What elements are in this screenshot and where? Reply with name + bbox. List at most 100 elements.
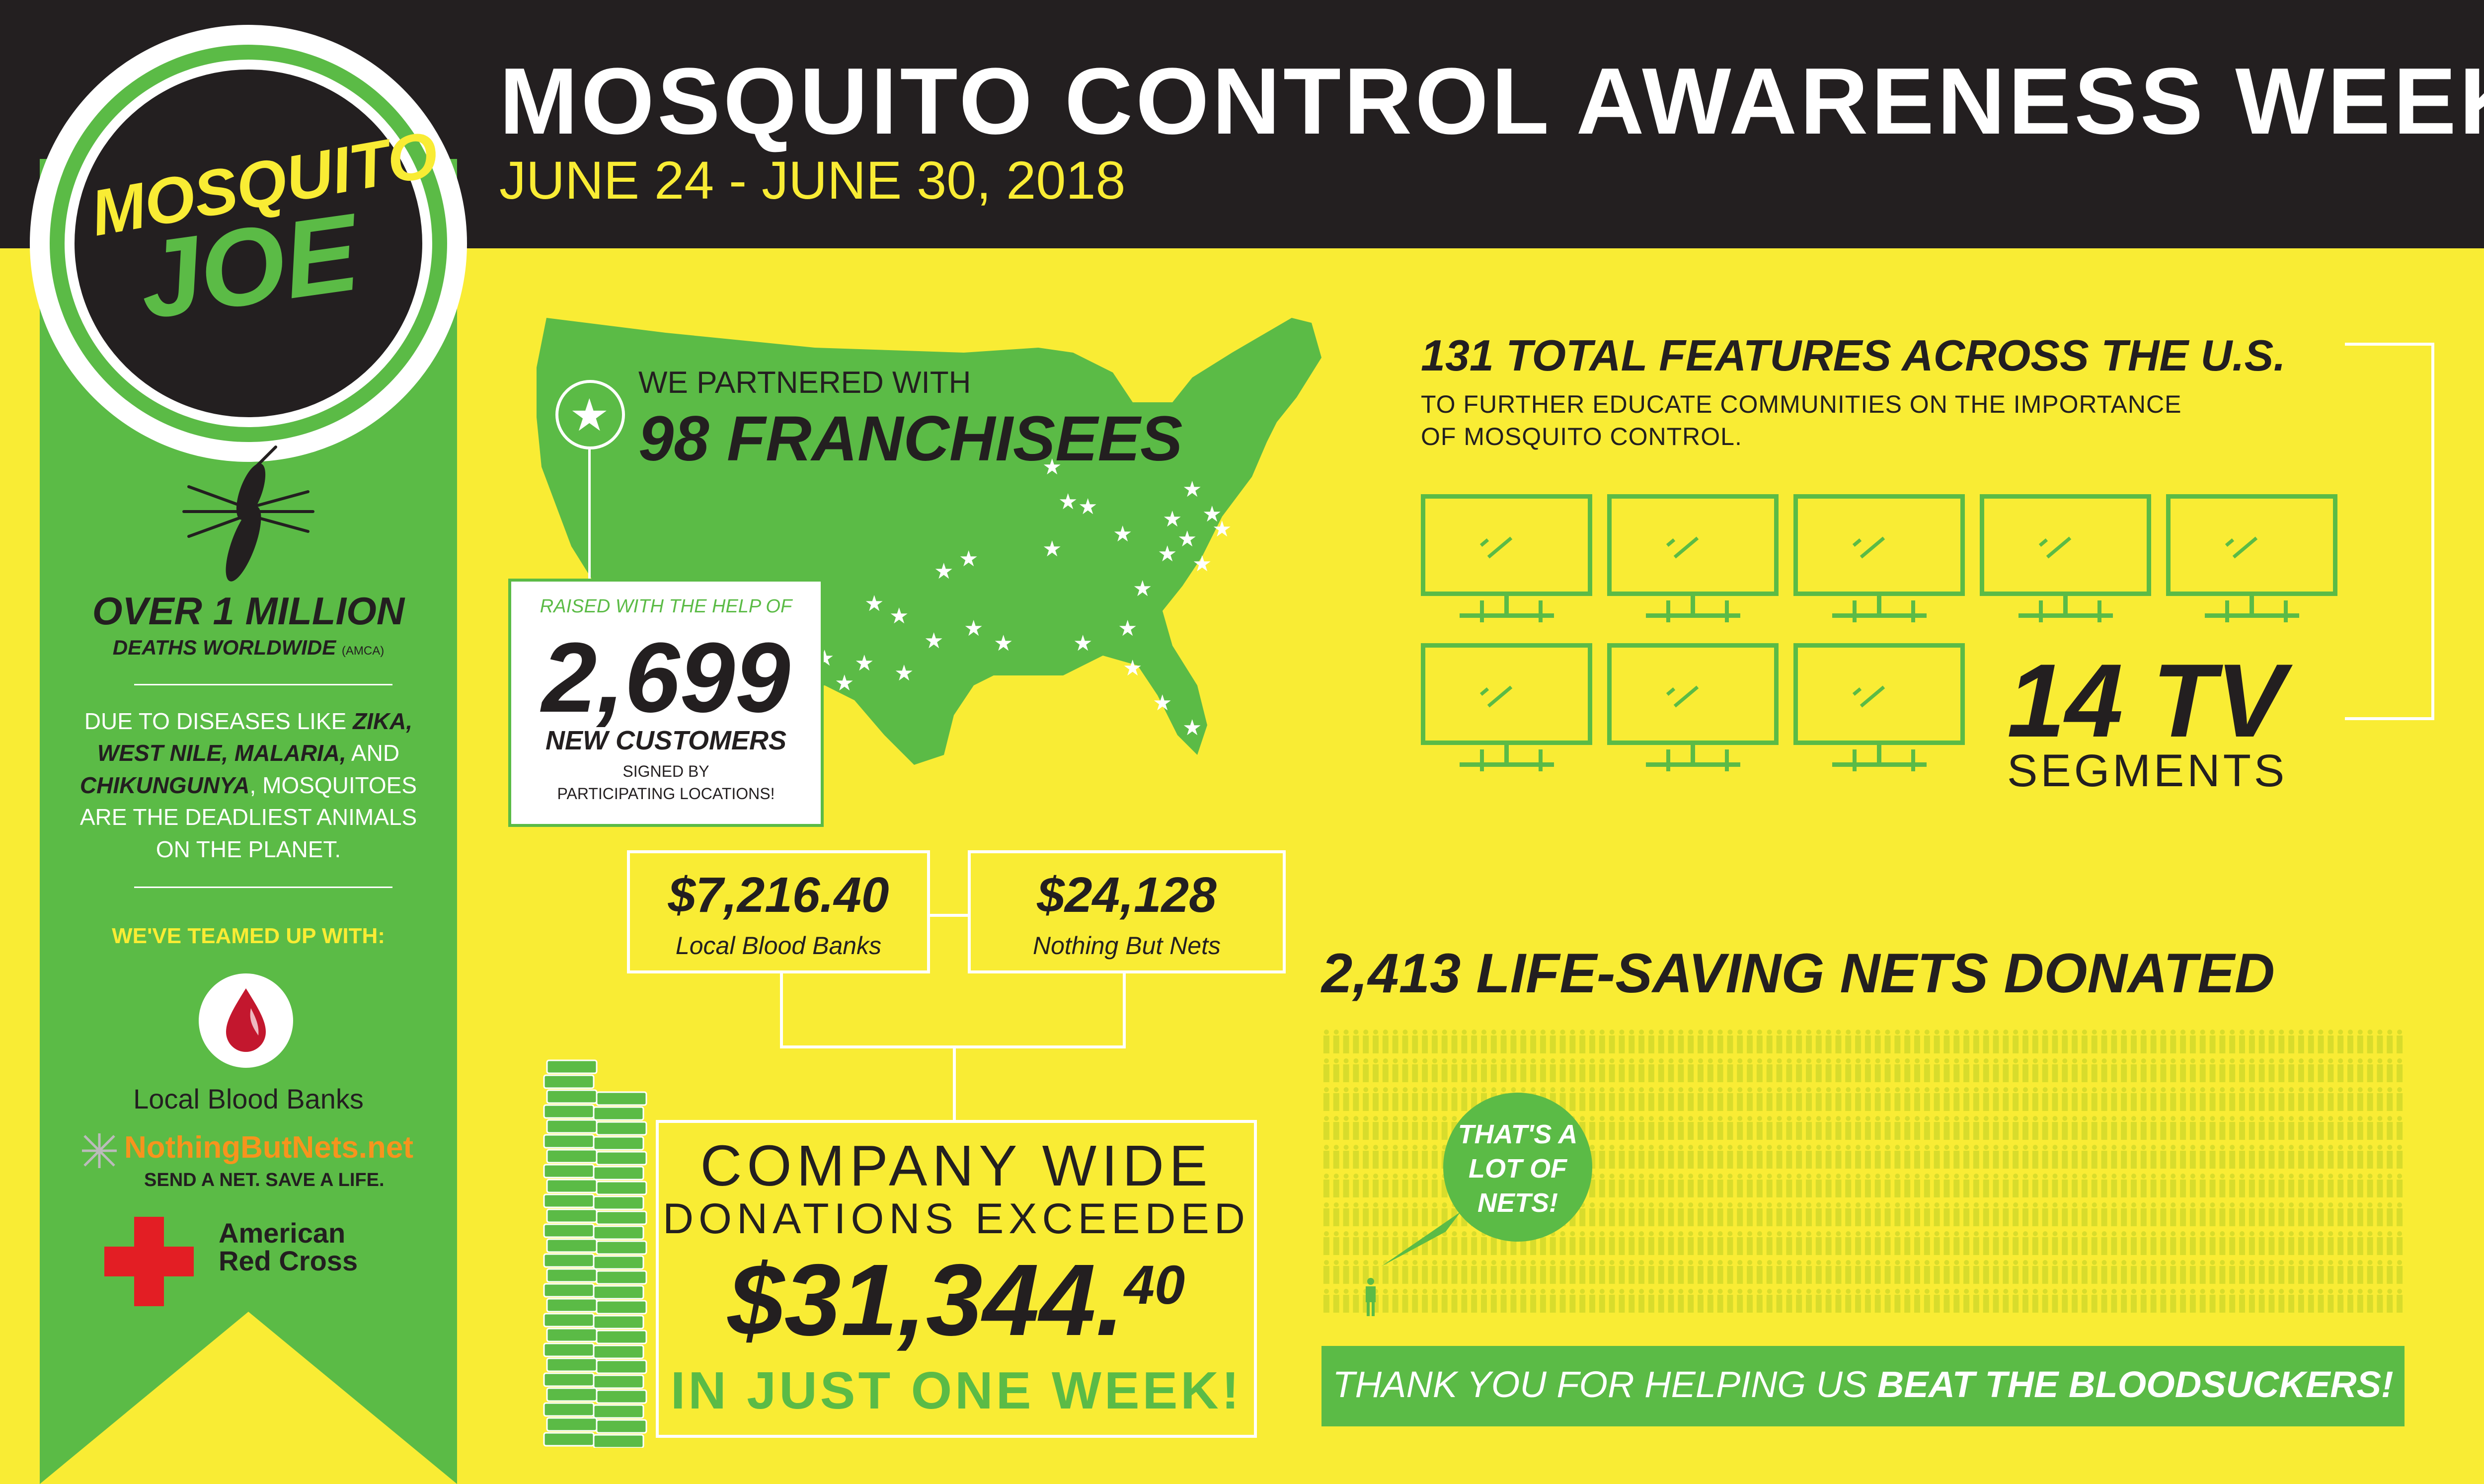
person-figure (1698, 1058, 1704, 1082)
person-figure (2032, 1145, 2038, 1169)
person-figure (2180, 1174, 2186, 1197)
person-figure (2160, 1030, 2167, 1053)
person-figure (2308, 1030, 2314, 1053)
person-figure (2209, 1289, 2216, 1313)
person-figure (1864, 1289, 1871, 1313)
person-figure (2318, 1116, 2324, 1140)
speech-bubble (1443, 1093, 1592, 1242)
person-figure (2111, 1289, 2117, 1313)
person-figure (2239, 1030, 2245, 1053)
person-figure (2347, 1145, 2353, 1169)
person-figure (1786, 1174, 1792, 1197)
person-figure (1461, 1289, 1468, 1313)
person-figure (1589, 1087, 1595, 1111)
person-figure (1392, 1202, 1398, 1226)
person-figure (2062, 1231, 2068, 1255)
person-figure (2081, 1231, 2088, 1255)
person-figure (1934, 1202, 1940, 1226)
person-figure (1609, 1202, 1615, 1226)
person-figure (1747, 1116, 1753, 1140)
person-figure (1835, 1289, 1842, 1313)
person-figure (2062, 1289, 2068, 1313)
person-figure (1599, 1087, 1605, 1111)
person-figure (2081, 1174, 2088, 1197)
person-figure (1747, 1145, 1753, 1169)
person-figure (1717, 1260, 1723, 1284)
person-figure (2150, 1202, 2157, 1226)
person-figure (1973, 1116, 1979, 1140)
person-figure (1678, 1116, 1684, 1140)
person-figure (1629, 1116, 1635, 1140)
person-figure (1638, 1087, 1645, 1111)
person-figure (2318, 1260, 2324, 1284)
person-figure (2062, 1174, 2068, 1197)
person-figure (2347, 1174, 2353, 1197)
person-figure (2003, 1260, 2009, 1284)
person-figure (1855, 1087, 1862, 1111)
person-figure (1579, 1289, 1586, 1313)
person-figure (1559, 1231, 1566, 1255)
person-figure (2140, 1174, 2147, 1197)
person-figure (1717, 1289, 1723, 1313)
person-figure (2091, 1260, 2097, 1284)
person-figure (2328, 1058, 2334, 1082)
person-figure (1747, 1174, 1753, 1197)
person-figure (2357, 1116, 2363, 1140)
person-figure (1402, 1145, 1408, 1169)
person-figure (2022, 1231, 2028, 1255)
person-figure (1815, 1231, 1822, 1255)
person-figure (1845, 1289, 1852, 1313)
person-figure (1559, 1260, 1566, 1284)
person-figure (1550, 1260, 1556, 1284)
person-figure (1815, 1145, 1822, 1169)
person-figure (2160, 1289, 2167, 1313)
person-figure (2298, 1231, 2304, 1255)
person-figure (1756, 1030, 1763, 1053)
svg-text:★: ★ (835, 671, 854, 695)
person-figure (2121, 1260, 2127, 1284)
nets-amount: $24,128 (1037, 867, 1217, 923)
tv-stand (1460, 762, 1554, 767)
person-figure (2229, 1030, 2236, 1053)
person-figure (1717, 1202, 1723, 1226)
person-figure (1323, 1260, 1329, 1284)
person-figure (2337, 1260, 2344, 1284)
person-figure (1343, 1116, 1349, 1140)
person-figure (2072, 1289, 2078, 1313)
person-figure (1481, 1289, 1487, 1313)
person-figure (1806, 1260, 1812, 1284)
svg-text:★: ★ (1133, 577, 1152, 601)
person-figure (1747, 1202, 1753, 1226)
person-figure (1934, 1260, 1940, 1284)
person-figure (2189, 1145, 2196, 1169)
person-figure (1707, 1202, 1713, 1226)
nets-donation-card (968, 850, 1286, 973)
svg-text:★: ★ (1158, 542, 1177, 566)
tv-stand (2205, 613, 2299, 618)
person-figure (1776, 1289, 1783, 1313)
person-figure (1481, 1058, 1487, 1082)
person-figure (1698, 1231, 1704, 1255)
speech-bubble-text: THAT'S A LOT OF NETS! (1443, 1117, 1592, 1220)
person-figure (1698, 1260, 1704, 1284)
donations-exceeded-label: DONATIONS EXCEEDED (663, 1195, 1250, 1243)
person-figure (1894, 1202, 1901, 1226)
money-bill (593, 1195, 644, 1210)
bubble-line2: LOT OF (1469, 1154, 1567, 1184)
person-figure (1904, 1145, 1911, 1169)
person-figure (1629, 1202, 1635, 1226)
person-figure (1766, 1116, 1773, 1140)
person-figure (1874, 1058, 1881, 1082)
person-figure (2258, 1260, 2265, 1284)
company-wide-label: COMPANY WIDE (700, 1133, 1213, 1198)
person-figure (1973, 1087, 1979, 1111)
person-figure (2318, 1289, 2324, 1313)
person-figure (2150, 1058, 2157, 1082)
money-bill (546, 1298, 598, 1313)
company-amount-main: $31,344. (727, 1243, 1124, 1357)
person-figure (2091, 1231, 2097, 1255)
person-figure (1825, 1030, 1832, 1053)
person-figure (2150, 1087, 2157, 1111)
money-bill (593, 1225, 644, 1240)
person-figure (1333, 1174, 1339, 1197)
